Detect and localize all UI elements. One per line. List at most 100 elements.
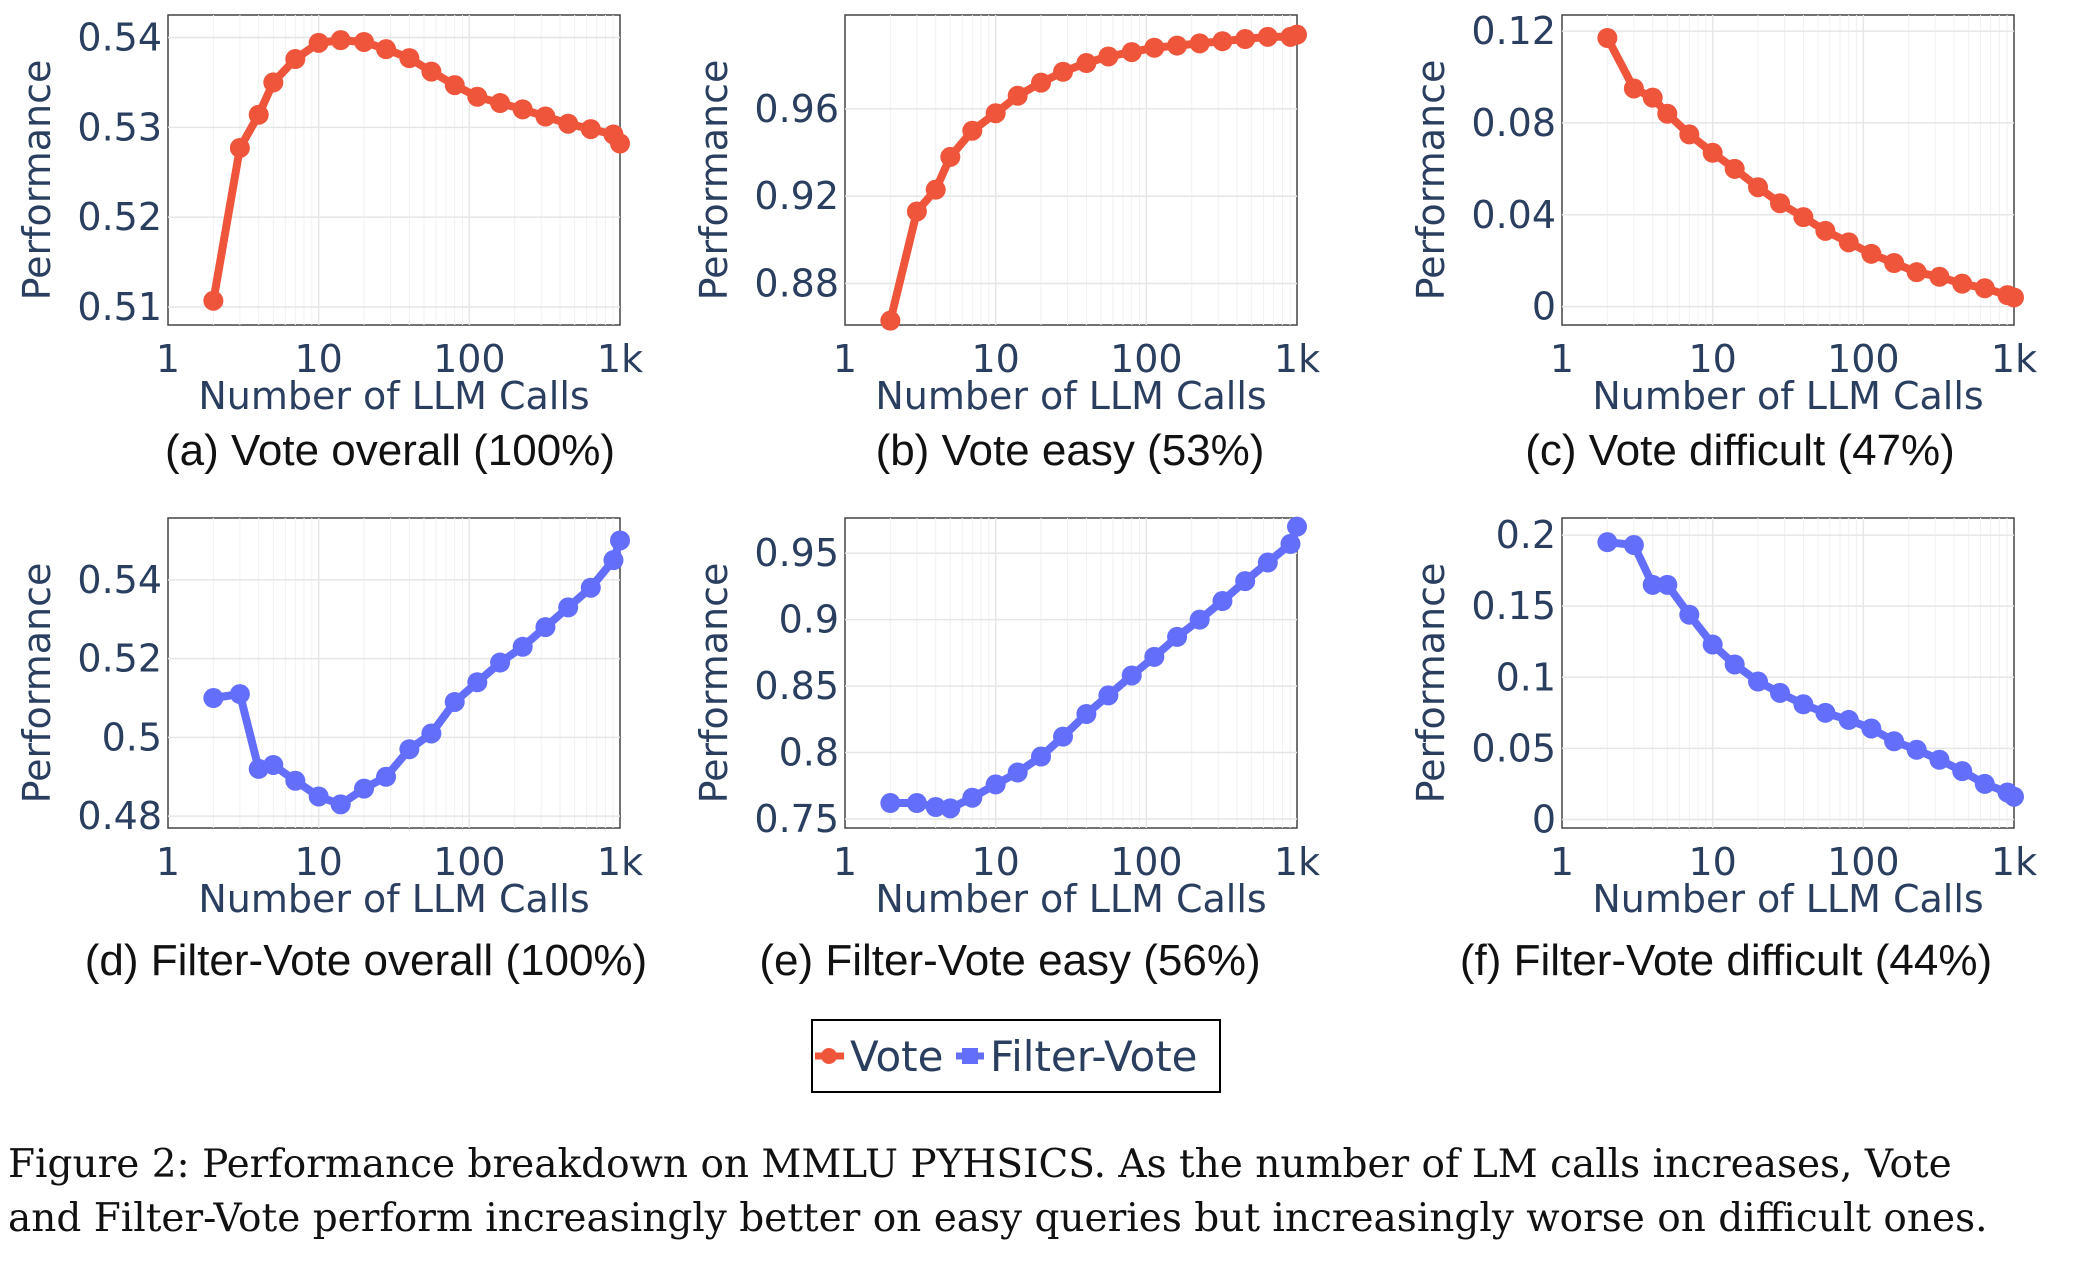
- plot-frame: [1561, 517, 2015, 829]
- data-point: [1861, 718, 1882, 739]
- y-tick-label: 0.15: [1471, 584, 1556, 628]
- data-point: [985, 774, 1006, 795]
- data-point: [1235, 29, 1256, 50]
- x-tick-label: 1k: [1991, 337, 2037, 381]
- data-point: [399, 739, 420, 760]
- data-point: [376, 39, 397, 60]
- data-point: [1287, 24, 1307, 45]
- data-point: [490, 652, 511, 673]
- data-point: [1702, 142, 1723, 163]
- data-point: [229, 137, 250, 158]
- y-tick-label: 0.54: [77, 15, 162, 59]
- data-point: [1861, 243, 1882, 264]
- data-point: [940, 146, 961, 167]
- y-tick-label: 0: [1532, 285, 1556, 329]
- data-point: [1657, 103, 1678, 124]
- x-tick-label: 1: [833, 337, 857, 381]
- data-point: [558, 597, 579, 618]
- data-point: [1144, 37, 1165, 58]
- x-tick-label: 1k: [1991, 840, 2037, 884]
- data-point: [308, 32, 329, 53]
- legend-filter-vote-marker: [962, 1048, 978, 1064]
- data-point: [1144, 646, 1165, 667]
- figure-caption: Figure 2: Performance breakdown on MMLU …: [8, 1138, 2068, 1246]
- x-tick-label: 100: [433, 840, 506, 884]
- y-axis-label: Performance: [1409, 60, 1453, 301]
- x-tick-label: 1: [1550, 337, 1574, 381]
- plot-frame: [844, 14, 1298, 326]
- data-point: [1884, 253, 1905, 273]
- data-point: [603, 550, 624, 571]
- data-point: [940, 798, 961, 819]
- y-tick-label: 0.08: [1471, 101, 1556, 145]
- data-point: [2004, 287, 2024, 308]
- data-point: [1098, 685, 1119, 706]
- x-tick-label: 1k: [1274, 840, 1320, 884]
- y-tick-label: 0.88: [754, 262, 839, 306]
- chart-panel-c: 1 10 100 1k 0 0.04 0.08 0.12 Number of LLM Calls…: [1409, 9, 2037, 475]
- data-point: [1974, 773, 1995, 794]
- data-point: [580, 119, 601, 140]
- y-tick-label: 0.9: [779, 598, 839, 642]
- data-point: [467, 672, 488, 693]
- data-point: [880, 793, 901, 814]
- x-tick-label: 10: [1688, 840, 1736, 884]
- data-point: [1257, 26, 1278, 47]
- data-point: [610, 133, 630, 154]
- x-tick-label: 10: [294, 337, 342, 381]
- data-point: [512, 99, 533, 120]
- data-point: [285, 49, 306, 70]
- data-point: [1189, 33, 1210, 54]
- caption-line-1: Figure 2: Performance breakdown on MMLU …: [8, 1142, 1952, 1187]
- data-point: [1076, 53, 1097, 74]
- data-point: [2004, 786, 2024, 807]
- data-point: [263, 754, 284, 775]
- data-point: [376, 766, 397, 787]
- data-point: [610, 530, 630, 551]
- data-point: [229, 684, 250, 705]
- subfigure-caption-c: (c) Vote difficult (47%): [1525, 426, 1955, 475]
- data-point: [1623, 78, 1644, 99]
- data-point: [1235, 571, 1256, 592]
- y-tick-label: 0.5: [102, 715, 162, 759]
- data-point: [1906, 739, 1927, 760]
- x-tick-label: 10: [971, 337, 1019, 381]
- x-axis-label: Number of LLM Calls: [875, 374, 1266, 418]
- data-point: [1031, 746, 1052, 767]
- y-tick-label: 0.51: [77, 285, 162, 329]
- y-tick-label: 0.92: [754, 174, 839, 218]
- data-point: [1838, 232, 1859, 253]
- x-tick-label: 1: [156, 337, 180, 381]
- data-point: [444, 75, 465, 96]
- data-point: [1212, 591, 1233, 612]
- data-point: [1098, 46, 1119, 67]
- x-tick-label: 10: [971, 840, 1019, 884]
- data-point: [1007, 762, 1028, 783]
- data-point: [962, 787, 983, 808]
- data-point: [512, 636, 533, 657]
- data-point: [1793, 207, 1814, 228]
- data-point: [330, 794, 351, 815]
- data-point: [1280, 533, 1301, 554]
- data-point: [444, 691, 465, 712]
- chart-panel-e: 1 10 100 1k 0.75 0.8 0.85 0.9 0.95 Number of LLM …: [692, 516, 1320, 985]
- y-tick-label: 0.1: [1496, 655, 1556, 699]
- subfigure-caption-f: (f) Filter-Vote difficult (44%): [1460, 936, 1992, 985]
- legend-box: [811, 1019, 1221, 1093]
- data-point: [1929, 749, 1950, 770]
- y-tick-label: 0.53: [77, 105, 162, 149]
- data-point: [925, 179, 946, 200]
- data-point: [1815, 702, 1836, 723]
- subfigure-caption-b: (b) Vote easy (53%): [876, 426, 1265, 475]
- data-point: [1623, 535, 1644, 556]
- data-point: [248, 104, 269, 125]
- y-tick-label: 0.04: [1471, 193, 1556, 237]
- data-point: [1657, 574, 1678, 595]
- y-tick-label: 0.95: [754, 531, 839, 575]
- data-point: [1031, 72, 1052, 93]
- data-point: [1815, 220, 1836, 241]
- data-point: [467, 86, 488, 107]
- data-point: [1212, 31, 1233, 52]
- x-axis-label: Number of LLM Calls: [198, 374, 589, 418]
- data-point: [203, 688, 224, 709]
